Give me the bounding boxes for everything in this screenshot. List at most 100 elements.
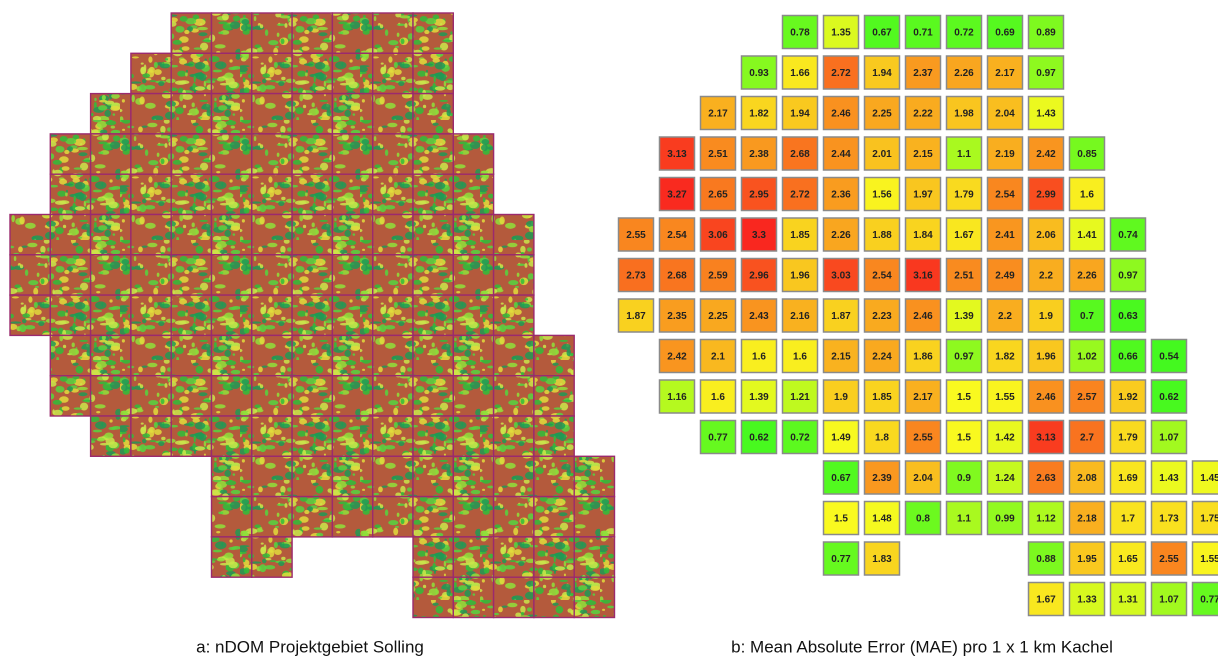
mae-value: 2.2 — [998, 311, 1012, 322]
map-tile — [453, 497, 493, 537]
map-tile — [212, 174, 252, 214]
mae-value: 2.54 — [995, 190, 1015, 201]
mae-value: 0.78 — [790, 28, 810, 39]
mae-value: 1.96 — [790, 271, 810, 282]
map-tile — [171, 53, 211, 93]
map-tile — [453, 376, 493, 416]
map-tile — [131, 215, 171, 255]
map-tile — [534, 577, 574, 617]
map-tile — [413, 174, 453, 214]
map-tile — [252, 94, 292, 134]
mae-value: 1.67 — [1036, 595, 1056, 606]
mae-value: 0.74 — [1118, 230, 1138, 241]
mae-value: 1.43 — [1159, 473, 1179, 484]
mae-value: 1.21 — [790, 392, 810, 403]
mae-value: 1.6 — [793, 352, 807, 363]
map-tile — [252, 53, 292, 93]
map-tile — [574, 537, 614, 577]
map-tile — [453, 295, 493, 335]
mae-value: 3.27 — [667, 190, 687, 201]
map-tile — [252, 295, 292, 335]
mae-value: 0.97 — [1036, 68, 1056, 79]
mae-value: 2.73 — [626, 271, 646, 282]
mae-value: 2.99 — [1036, 190, 1056, 201]
map-tile — [252, 456, 292, 496]
mae-value: 0.89 — [1036, 28, 1056, 39]
map-tile — [453, 416, 493, 456]
mae-value: 0.63 — [1118, 311, 1138, 322]
mae-value: 2.49 — [995, 271, 1015, 282]
mae-value: 1.85 — [872, 392, 892, 403]
mae-value: 2.46 — [1036, 392, 1056, 403]
map-tile — [171, 174, 211, 214]
map-tile — [534, 497, 574, 537]
mae-value: 2.51 — [708, 149, 728, 160]
map-tile — [50, 174, 90, 214]
mae-value: 1.82 — [995, 352, 1015, 363]
map-tile — [91, 94, 131, 134]
mae-value: 1.33 — [1077, 595, 1097, 606]
mae-value: 2.26 — [1077, 271, 1097, 282]
mae-value: 2.7 — [1080, 433, 1094, 444]
mae-value: 1.41 — [1077, 230, 1097, 241]
map-tile — [453, 215, 493, 255]
mae-value: 1.87 — [626, 311, 646, 322]
map-tile — [212, 537, 252, 577]
map-tile — [332, 497, 372, 537]
mae-value: 1.24 — [995, 473, 1015, 484]
mae-value: 2.15 — [913, 149, 933, 160]
mae-value: 0.67 — [872, 28, 892, 39]
map-tile — [292, 13, 332, 53]
map-tile — [171, 295, 211, 335]
mae-value: 1.6 — [752, 352, 766, 363]
map-tile — [131, 376, 171, 416]
mae-value: 0.72 — [790, 433, 810, 444]
map-tile — [212, 215, 252, 255]
mae-value: 1.45 — [1200, 473, 1218, 484]
mae-value: 1.16 — [667, 392, 687, 403]
mae-value: 2.19 — [995, 149, 1015, 160]
page: 0.781.350.670.710.720.690.890.931.662.72… — [0, 0, 1218, 661]
map-tile — [131, 94, 171, 134]
map-tile — [534, 456, 574, 496]
map-tile — [252, 255, 292, 295]
mae-value: 1.66 — [790, 68, 810, 79]
map-tile — [332, 53, 372, 93]
mae-value: 1.9 — [834, 392, 848, 403]
map-tile — [413, 537, 453, 577]
mae-value: 1.83 — [872, 554, 892, 565]
map-tile — [292, 416, 332, 456]
map-tile — [212, 13, 252, 53]
map-tile — [453, 577, 493, 617]
mae-value: 2.43 — [749, 311, 769, 322]
mae-value: 0.77 — [708, 433, 728, 444]
mae-value: 1.8 — [875, 433, 889, 444]
map-tile — [171, 255, 211, 295]
map-tile — [91, 134, 131, 174]
map-tile — [494, 416, 534, 456]
map-tile — [91, 174, 131, 214]
map-tile — [292, 376, 332, 416]
map-tile — [212, 53, 252, 93]
map-tile — [534, 376, 574, 416]
map-tile — [574, 456, 614, 496]
map-tile — [212, 94, 252, 134]
map-tile — [534, 416, 574, 456]
map-tile — [91, 416, 131, 456]
map-tile — [494, 537, 534, 577]
map-tile — [453, 255, 493, 295]
mae-value: 2.95 — [749, 190, 769, 201]
map-tile — [413, 53, 453, 93]
map-tile — [131, 255, 171, 295]
mae-value: 1.95 — [1077, 554, 1097, 565]
mae-value: 1.98 — [954, 109, 974, 120]
map-tile — [332, 255, 372, 295]
mae-value: 0.8 — [916, 514, 930, 525]
mae-value: 0.71 — [913, 28, 933, 39]
map-tile — [252, 215, 292, 255]
mae-value: 2.22 — [913, 109, 933, 120]
map-tile — [413, 215, 453, 255]
map-tile — [494, 335, 534, 375]
map-tile — [494, 497, 534, 537]
map-tile — [252, 335, 292, 375]
